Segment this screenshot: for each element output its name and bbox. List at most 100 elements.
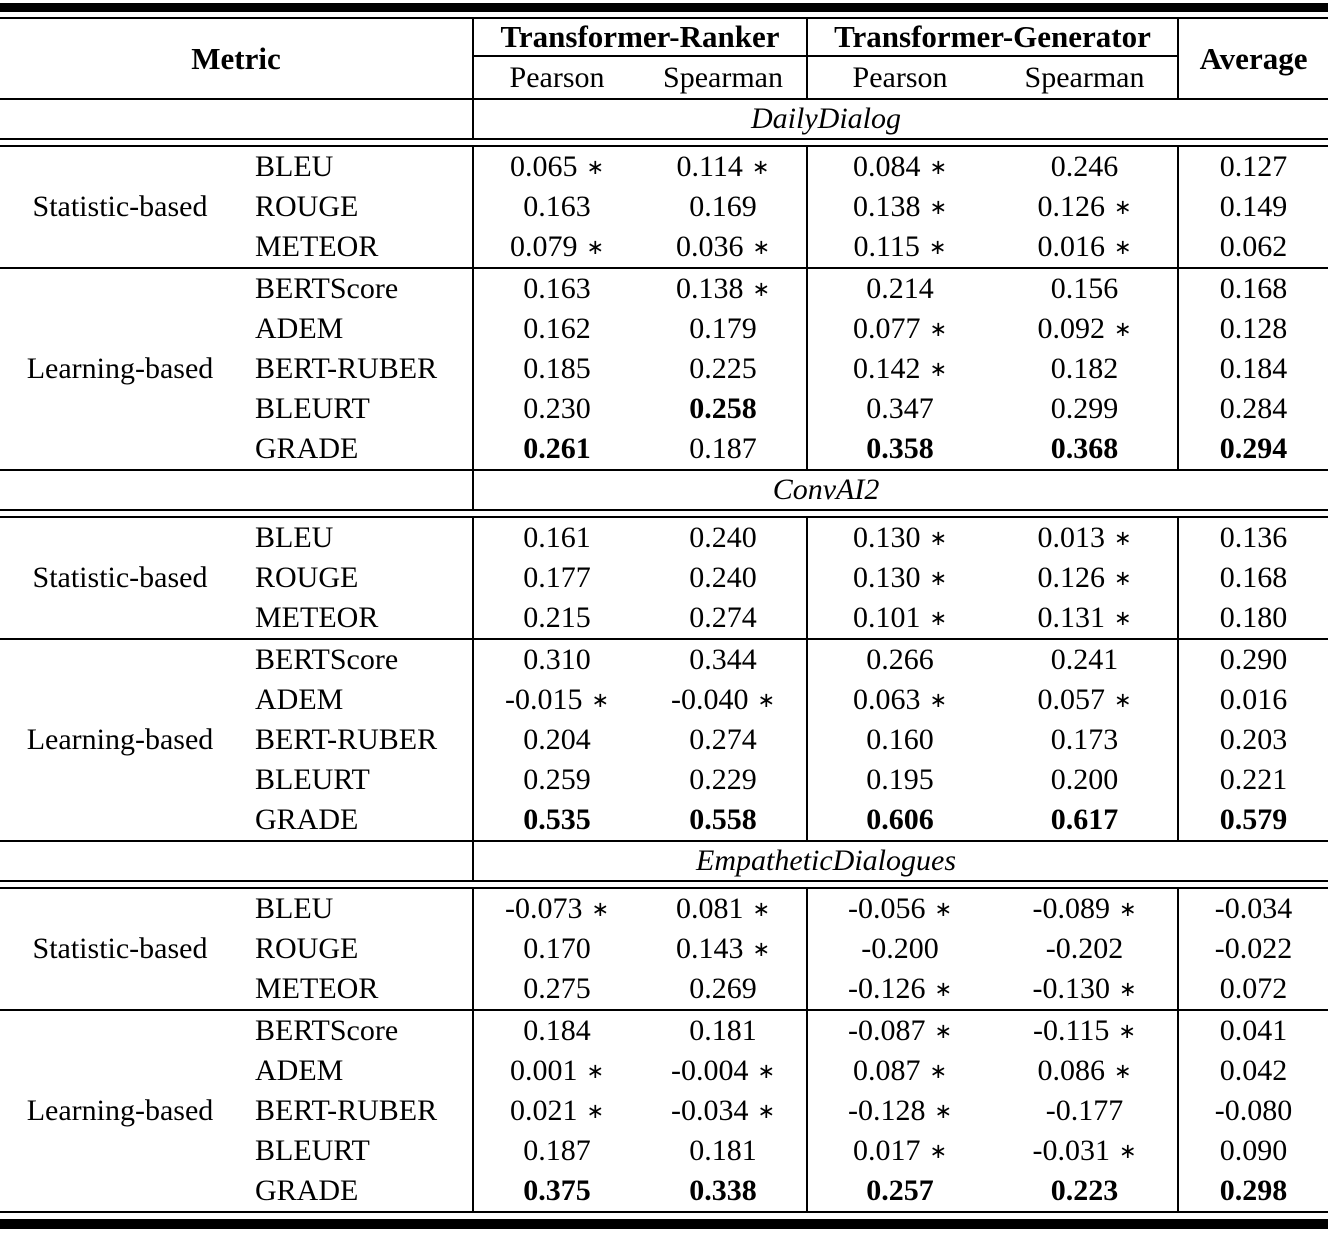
correlation-value: 0.269 (689, 972, 757, 1005)
correlation-value: 0.138 (852, 190, 921, 223)
correlation-value: 0.041 (1219, 1014, 1288, 1047)
significance-asterisk: ∗ (586, 1059, 605, 1083)
significance-asterisk: ∗ (928, 235, 947, 259)
correlation-value: 0.017 (852, 1134, 921, 1167)
value-cell: 0.079 ∗ (472, 227, 641, 268)
significance-asterisk: ∗ (591, 688, 610, 712)
value-cell: 0.181 (640, 1131, 807, 1171)
correlation-value: 0.284 (1219, 392, 1288, 425)
value-cell: -0.126 ∗ (806, 969, 993, 1010)
value-cell: 0.072 (1177, 969, 1328, 1010)
value-cell: 0.368 (992, 429, 1178, 470)
value-cell: 0.257 (806, 1171, 993, 1212)
value-cell: 0.128 (1177, 309, 1328, 349)
metric-name: BERTScore (240, 1009, 474, 1051)
correlation-value: 0.016 (1037, 230, 1105, 263)
value-cell: 0.266 (806, 638, 993, 680)
value-cell: 0.130 ∗ (806, 558, 993, 598)
correlation-value: 0.036 (675, 230, 744, 263)
value-cell: 0.558 (640, 800, 807, 841)
significance-asterisk: ∗ (934, 897, 953, 921)
correlation-value: 0.042 (1219, 1054, 1288, 1087)
correlation-value: 0.090 (1219, 1134, 1288, 1167)
significance-asterisk: ∗ (757, 1099, 776, 1123)
significance-asterisk: ∗ (757, 1059, 776, 1083)
value-cell: -0.034 ∗ (640, 1091, 807, 1131)
value-cell: 0.017 ∗ (806, 1131, 993, 1171)
value-cell: 0.160 (806, 720, 993, 760)
correlation-value: 0.184 (523, 1014, 591, 1047)
correlation-value: 0.181 (689, 1014, 757, 1047)
value-cell: 0.310 (472, 638, 641, 680)
metric-name: METEOR (255, 972, 379, 1005)
spacer-cell (0, 98, 474, 139)
correlation-value: 0.180 (1219, 601, 1288, 634)
correlation-value: 0.290 (1219, 643, 1288, 676)
value-cell: -0.202 (992, 929, 1178, 969)
metric-name: GRADE (255, 1174, 359, 1207)
metric-name: ADEM (255, 683, 344, 716)
spacer-cell (1178, 840, 1328, 881)
correlation-value: -0.130 (1032, 972, 1110, 1005)
value-cell: -0.115 ∗ (992, 1009, 1179, 1051)
correlation-value: 0.149 (1219, 190, 1288, 223)
spearman-subheader: Spearman (640, 56, 808, 100)
value-cell: 0.086 ∗ (992, 1051, 1178, 1091)
correlation-value: 0.001 (509, 1054, 578, 1087)
value-cell: 0.021 ∗ (472, 1091, 641, 1131)
value-cell: 0.131 ∗ (992, 598, 1178, 639)
correlation-value: 0.163 (523, 272, 591, 305)
value-cell: 0.126 ∗ (992, 187, 1178, 227)
value-cell: 0.016 ∗ (992, 227, 1178, 268)
value-cell: 0.092 ∗ (992, 309, 1178, 349)
value-cell: -0.034 (1177, 888, 1328, 929)
double-rule (0, 138, 1328, 147)
value-cell: 0.126 ∗ (992, 558, 1178, 598)
category-label: Learning-based (0, 1009, 240, 1212)
correlation-value: 0.223 (1050, 1174, 1119, 1207)
metric-name: METEOR (255, 601, 379, 634)
significance-asterisk: ∗ (929, 1139, 948, 1163)
correlation-value: 0.274 (689, 723, 757, 756)
value-cell: 0.114 ∗ (640, 146, 807, 187)
correlation-value: -0.004 (670, 1054, 749, 1087)
value-cell: -0.015 ∗ (472, 680, 641, 720)
metric-name: ROUGE (255, 561, 359, 594)
correlation-value: 0.016 (1219, 683, 1288, 716)
value-cell: -0.004 ∗ (640, 1051, 807, 1091)
significance-asterisk: ∗ (591, 897, 610, 921)
correlation-value: 0.163 (523, 190, 591, 223)
value-cell: 0.375 (472, 1171, 641, 1212)
correlation-value: -0.080 (1214, 1094, 1293, 1127)
spacer-cell (1178, 98, 1328, 139)
value-cell: 0.177 (472, 558, 641, 598)
metric-name: ROUGE (255, 190, 359, 223)
value-cell: 0.136 (1177, 517, 1328, 558)
correlation-value: 0.161 (523, 521, 591, 554)
correlation-value: 0.187 (689, 432, 757, 465)
value-cell: 0.204 (472, 720, 641, 760)
correlation-value: 0.065 (509, 150, 578, 183)
significance-asterisk: ∗ (929, 566, 948, 590)
correlation-value: 0.182 (1050, 352, 1119, 385)
significance-asterisk: ∗ (929, 317, 948, 341)
value-cell: 0.115 ∗ (806, 227, 993, 268)
value-cell: 0.187 (472, 1131, 641, 1171)
correlation-value: 0.057 (1037, 683, 1105, 716)
value-cell: 0.221 (1177, 760, 1328, 800)
value-cell: 0.225 (640, 349, 807, 389)
correlation-value: 0.162 (523, 312, 591, 345)
metric-name: BLEURT (255, 392, 370, 425)
correlation-value: 0.274 (689, 601, 757, 634)
significance-asterisk: ∗ (1113, 195, 1132, 219)
value-cell: 0.617 (992, 800, 1178, 841)
correlation-value: -0.089 (1032, 892, 1110, 925)
results-table-container: Metric Transformer-Ranker Transformer-Ge… (0, 3, 1328, 1229)
pearson-subheader: Pearson (472, 56, 641, 100)
value-cell: -0.040 ∗ (640, 680, 807, 720)
correlation-value: 0.160 (866, 723, 934, 756)
correlation-value: 0.221 (1219, 763, 1288, 796)
correlation-value: -0.115 (1033, 1014, 1110, 1047)
value-cell: -0.056 ∗ (806, 888, 993, 929)
double-rule (0, 509, 1328, 518)
